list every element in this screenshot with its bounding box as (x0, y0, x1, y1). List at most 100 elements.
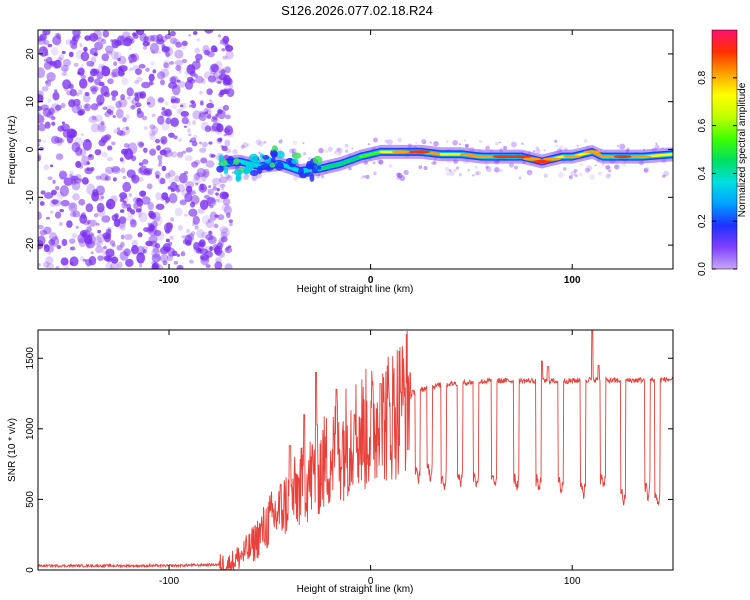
ridge-halo-speckle (617, 145, 620, 148)
noise-speckle (109, 110, 114, 116)
noise-speckle (60, 257, 69, 266)
ridge-blob (304, 172, 311, 177)
noise-speckle (229, 222, 233, 227)
noise-speckle (86, 226, 92, 233)
noise-speckle (194, 53, 203, 61)
noise-speckle (143, 147, 148, 153)
ridge-halo-speckle (589, 174, 595, 180)
noise-speckle (62, 79, 72, 90)
noise-speckle (124, 35, 134, 44)
noise-speckle (38, 114, 45, 123)
noise-speckle (97, 229, 102, 234)
spectrogram-y-tick-label: 20 (25, 48, 36, 60)
noise-speckle (132, 32, 137, 37)
noise-speckle (203, 71, 212, 79)
noise-speckle (217, 137, 223, 143)
noise-speckle (90, 123, 100, 133)
noise-speckle (188, 208, 198, 217)
ridge-halo-speckle (543, 173, 548, 178)
colorbar-ticks: 0.0 0.2 0.4 0.6 0.8 (697, 70, 737, 276)
noise-speckle (160, 68, 170, 78)
noise-speckle (196, 167, 206, 178)
noise-speckle (222, 197, 231, 206)
noise-speckle (179, 199, 187, 206)
noise-speckle (155, 174, 160, 179)
noise-speckle (84, 103, 91, 112)
noise-speckle (94, 149, 102, 156)
noise-speckle (84, 35, 92, 41)
noise-speckle (110, 165, 121, 173)
ridge-halo-speckle (643, 168, 649, 173)
noise-speckle (77, 71, 81, 75)
noise-speckle (89, 47, 98, 56)
noise-speckle (191, 161, 199, 168)
noise-speckle (69, 211, 77, 218)
noise-speckle (213, 202, 217, 206)
noise-speckle (146, 102, 151, 105)
noise-speckle (209, 204, 214, 209)
noise-speckle (44, 121, 51, 129)
noise-speckle (195, 182, 199, 186)
noise-speckle (135, 102, 142, 108)
noise-speckle (54, 235, 59, 240)
noise-speckle (198, 112, 207, 122)
noise-speckle (192, 215, 200, 225)
noise-speckle (156, 144, 161, 151)
noise-speckle (220, 68, 226, 75)
ridge-hotspot (492, 155, 511, 159)
ridge-halo-speckle (320, 174, 325, 179)
noise-speckle (56, 153, 63, 161)
ridge-halo-speckle (445, 139, 449, 143)
noise-speckle (111, 141, 116, 146)
ridge-hotspot (412, 150, 431, 154)
ridge-halo-speckle (619, 164, 622, 167)
noise-speckle (161, 110, 169, 117)
noise-speckle (224, 125, 234, 136)
noise-speckle (200, 173, 207, 182)
ridge-halo-speckle (415, 141, 418, 145)
noise-speckle (120, 93, 126, 100)
noise-speckle (181, 116, 189, 125)
noise-speckle (38, 263, 41, 267)
ridge-halo-speckle (291, 148, 297, 154)
noise-speckle (163, 62, 169, 69)
snr-x-tick-label: -100 (159, 576, 179, 587)
noise-speckle (119, 198, 125, 202)
noise-speckle (105, 105, 115, 113)
noise-speckle (96, 71, 104, 80)
noise-speckle (114, 51, 122, 61)
noise-speckle (95, 185, 105, 196)
noise-speckle (226, 88, 235, 98)
noise-speckle (194, 47, 201, 54)
ridge-halo-speckle (508, 162, 515, 168)
noise-speckle (69, 246, 76, 251)
noise-speckle (143, 227, 150, 233)
noise-speckle (104, 234, 111, 243)
noise-speckle (47, 43, 53, 48)
noise-speckle (79, 43, 83, 48)
noise-speckle (100, 195, 105, 199)
noise-speckle (165, 222, 173, 230)
noise-speckle (105, 248, 115, 258)
noise-speckle (119, 223, 126, 231)
noise-speckle (125, 114, 130, 120)
noise-speckle (107, 226, 112, 233)
noise-speckle (161, 46, 170, 53)
ridge-halo-speckle (586, 165, 593, 172)
noise-speckle (154, 138, 161, 144)
noise-speckle (198, 239, 206, 248)
noise-speckle (156, 264, 164, 269)
noise-speckle (191, 60, 201, 70)
spectrogram-y-tick-label: 10 (25, 96, 36, 108)
noise-speckle (173, 135, 178, 140)
noise-speckle (208, 67, 215, 72)
noise-speckle (196, 38, 200, 42)
noise-speckle (153, 262, 158, 267)
ridge-halo-speckle (246, 143, 251, 147)
spectrogram-x-tick-label: -100 (159, 275, 179, 286)
ridge-halo-speckle (574, 174, 578, 178)
noise-speckle (218, 73, 228, 81)
ridge-halo-speckle (396, 176, 401, 180)
noise-speckle (105, 255, 113, 263)
noise-speckle (102, 106, 108, 110)
